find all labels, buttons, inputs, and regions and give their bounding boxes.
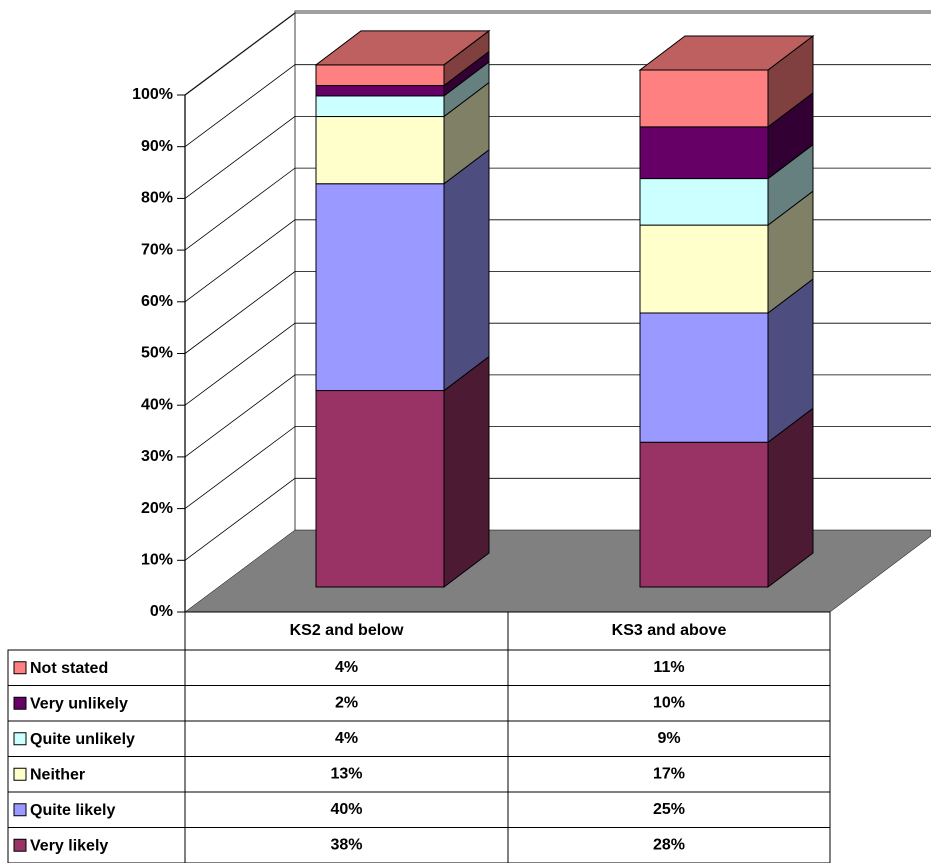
value-label: 40% — [330, 801, 362, 818]
back-wall — [294, 10, 931, 530]
grid-line — [184, 12, 931, 96]
legend-label: Quite unlikely — [30, 731, 135, 748]
legend-swatch — [13, 767, 27, 781]
grid-line — [184, 374, 931, 458]
bar-front — [639, 224, 769, 314]
legend-label: Not stated — [30, 660, 108, 677]
y-tick-label: 90% — [141, 138, 173, 155]
legend-swatch — [13, 696, 27, 710]
legend-label: Quite likely — [30, 802, 115, 819]
value-label: 11% — [653, 659, 684, 676]
bar-top — [638, 35, 815, 71]
value-label: 38% — [330, 836, 362, 853]
x-tick-label: KS3 and above — [612, 622, 727, 639]
y-tick-label: 60% — [141, 293, 173, 310]
legend-swatch — [13, 661, 27, 675]
y-tick-label: 20% — [141, 500, 173, 517]
bar-front — [639, 126, 769, 180]
legend-swatch — [13, 803, 27, 817]
bar-front — [315, 64, 445, 87]
value-label: 4% — [335, 730, 358, 747]
legend-swatch — [13, 732, 27, 746]
grid-line — [184, 322, 931, 406]
grid-line — [184, 426, 931, 509]
bar-front — [639, 69, 769, 128]
bar-front — [639, 312, 769, 443]
value-label: 9% — [657, 730, 680, 747]
bar-side — [443, 355, 490, 589]
y-tick-label: 0% — [150, 603, 173, 620]
y-tick-label: 30% — [141, 448, 173, 465]
y-tick-label: 40% — [141, 396, 173, 413]
floor — [184, 529, 931, 613]
value-label: 10% — [653, 694, 685, 711]
legend-label: Very likely — [30, 837, 108, 854]
grid-line — [184, 116, 931, 199]
bar-side — [443, 148, 490, 392]
grid-line — [184, 64, 931, 148]
legend-swatch — [13, 838, 27, 852]
bar-front — [639, 441, 769, 588]
value-label: 13% — [330, 765, 362, 782]
grid-line — [184, 167, 931, 251]
grid-line — [184, 271, 931, 354]
value-label: 28% — [653, 836, 685, 853]
legend-label: Neither — [30, 766, 85, 783]
value-label: 25% — [653, 801, 685, 818]
bar-front — [315, 390, 445, 588]
grid-line — [184, 219, 931, 303]
value-label: 17% — [653, 765, 685, 782]
bar-front — [315, 95, 445, 118]
bar-front — [315, 85, 445, 97]
y-tick-label: 80% — [141, 190, 173, 207]
legend-label: Very unlikely — [30, 695, 128, 712]
bar-front — [315, 116, 445, 185]
x-tick-label: KS2 and below — [290, 622, 404, 639]
bar-front — [639, 178, 769, 226]
value-label: 4% — [335, 659, 358, 676]
y-tick-label: 70% — [141, 241, 173, 258]
y-tick-label: 100% — [132, 86, 173, 103]
y-tick-label: 10% — [141, 552, 173, 569]
y-tick-label: 50% — [141, 345, 173, 362]
value-label: 2% — [335, 694, 358, 711]
bar-top — [314, 30, 491, 66]
bar-front — [315, 183, 445, 392]
